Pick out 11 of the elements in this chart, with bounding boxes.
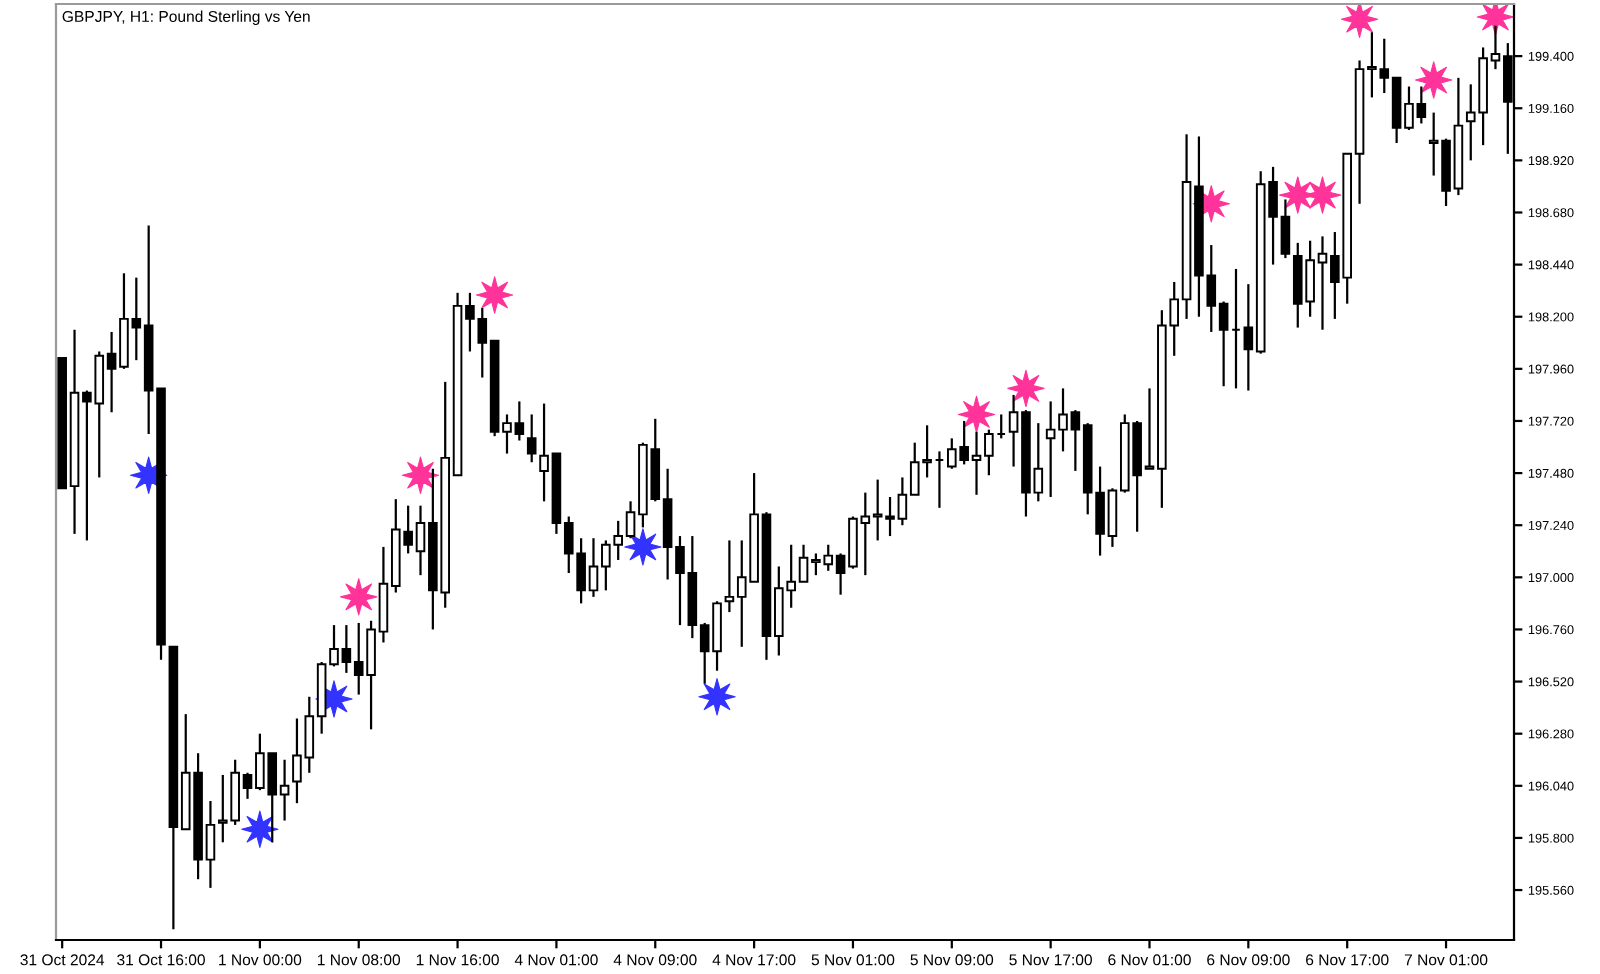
point — [340, 578, 378, 616]
point — [1415, 61, 1453, 99]
point — [698, 678, 736, 716]
point — [957, 395, 996, 434]
point — [475, 276, 514, 314]
point — [241, 810, 279, 848]
point — [1007, 369, 1045, 408]
point — [1340, 4, 1379, 38]
candlestick — [526, 413, 537, 464]
point — [401, 456, 440, 494]
point — [624, 528, 662, 566]
